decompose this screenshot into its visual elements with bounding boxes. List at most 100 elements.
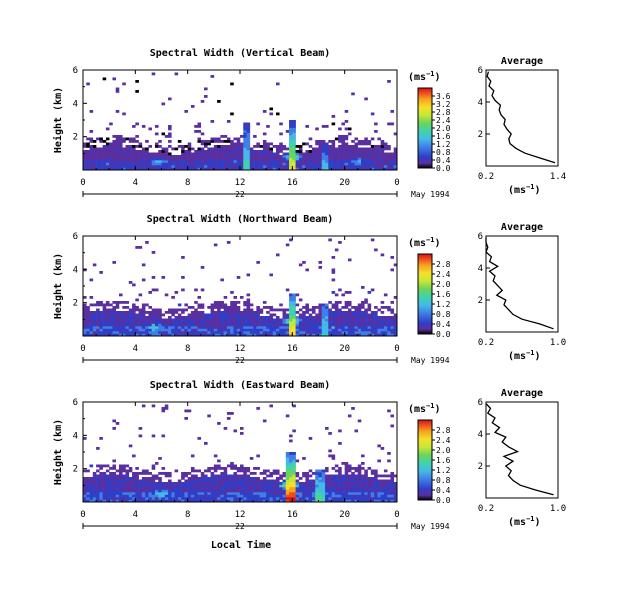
heatmap-cell (89, 145, 94, 148)
heatmap-cell (226, 487, 231, 490)
colorbar-tick-label: 2.4 (436, 116, 451, 125)
heatmap-cell (338, 326, 342, 329)
heatmap-cell (115, 147, 120, 151)
heatmap-cell (275, 499, 280, 503)
heatmap-cell (161, 497, 166, 500)
heatmap-cell (171, 155, 175, 158)
heatmap-cell (184, 303, 188, 307)
heatmap-cell (226, 492, 231, 495)
heatmap-cell (226, 412, 231, 415)
heatmap-cell (177, 167, 182, 171)
heatmap-cell (308, 479, 313, 483)
heatmap-cell (86, 150, 90, 153)
heatmap-cell (200, 474, 205, 478)
heatmap-cell (351, 407, 355, 410)
heatmap-cell (99, 472, 103, 475)
heatmap-cell (285, 487, 290, 490)
heatmap-cell (112, 489, 117, 493)
heatmap-cell (226, 323, 231, 327)
heatmap-cell (105, 301, 110, 304)
heatmap-cell (380, 333, 385, 337)
heatmap-cell (269, 167, 274, 171)
heatmap-cell (289, 301, 293, 304)
heatmap-cell (161, 165, 166, 168)
heatmap-cell (357, 472, 362, 475)
heatmap-cell (115, 492, 120, 495)
heatmap-cell (259, 492, 264, 495)
heatmap-cell (253, 160, 257, 163)
heatmap-cell (164, 135, 169, 138)
heatmap-cell (135, 326, 139, 329)
heatmap-cell (357, 464, 362, 468)
heatmap-cell (292, 303, 296, 307)
heatmap-cell (380, 497, 385, 500)
heatmap-cell (328, 489, 332, 493)
heatmap-cell (298, 499, 303, 503)
heatmap-cell (285, 414, 290, 418)
heatmap-cell (115, 333, 120, 337)
heatmap-cell (347, 326, 352, 329)
heatmap-cell (334, 469, 339, 473)
heatmap-cell (318, 261, 323, 264)
heatmap-cell (115, 326, 120, 329)
heatmap-cell (292, 404, 296, 408)
heatmap-cell (390, 331, 395, 334)
heatmap-cell (105, 145, 110, 148)
heatmap-cell (210, 140, 215, 143)
heatmap-cell (132, 167, 136, 171)
heatmap-cell (226, 321, 231, 324)
heatmap-cell (357, 303, 362, 307)
heatmap-cell (141, 499, 146, 503)
heatmap-cell (380, 479, 385, 483)
heatmap-cell (295, 167, 300, 171)
heatmap-cell (351, 140, 355, 143)
heatmap-cell (141, 311, 146, 314)
heatmap-cell (311, 492, 316, 495)
heatmap-cell (269, 318, 274, 322)
heatmap-cell (145, 157, 149, 161)
heatmap-cell (328, 449, 332, 453)
heatmap-cell (325, 311, 329, 314)
heatmap-cell (168, 331, 172, 334)
heatmap-cell (292, 487, 296, 490)
heatmap-cell (338, 155, 342, 158)
heatmap-cell (243, 489, 247, 493)
heatmap-cell (118, 137, 123, 141)
heatmap-cell (269, 142, 274, 146)
heatmap-cell (109, 142, 113, 146)
heatmap-cell (279, 145, 283, 148)
heatmap-cell (89, 497, 94, 500)
heatmap-cell (132, 165, 136, 168)
heatmap-cell (298, 308, 303, 312)
heatmap-cell (279, 487, 283, 490)
heatmap-cell (243, 150, 247, 153)
heatmap-cell (279, 147, 283, 151)
heatmap-cell (318, 303, 323, 307)
heatmap-cell (292, 462, 296, 465)
heatmap-cell (295, 482, 300, 485)
heatmap-cell (354, 152, 359, 156)
heatmap-cell (132, 331, 136, 334)
heatmap-cell (92, 499, 97, 503)
heatmap-cell (181, 499, 185, 503)
heatmap-cell (230, 474, 234, 478)
heatmap-cell (328, 160, 332, 163)
heatmap-cell (164, 147, 169, 151)
heatmap-cell (262, 165, 267, 168)
heatmap-cell (164, 333, 169, 337)
heatmap-cell (236, 311, 241, 314)
heatmap-cell (351, 487, 355, 490)
heatmap-cell (383, 326, 388, 329)
heatmap-cell (83, 316, 87, 319)
heatmap-cell (174, 155, 179, 158)
heatmap-cell (109, 157, 113, 161)
heatmap-cell (226, 318, 231, 322)
heatmap-cell (177, 487, 182, 490)
heatmap-cell (151, 251, 156, 254)
heatmap-cell (325, 318, 329, 322)
heatmap-cell (393, 296, 398, 299)
heatmap-cell (390, 499, 395, 503)
heatmap-cell (96, 328, 100, 332)
heatmap-cell (158, 323, 162, 327)
heatmap-cell (154, 482, 159, 485)
